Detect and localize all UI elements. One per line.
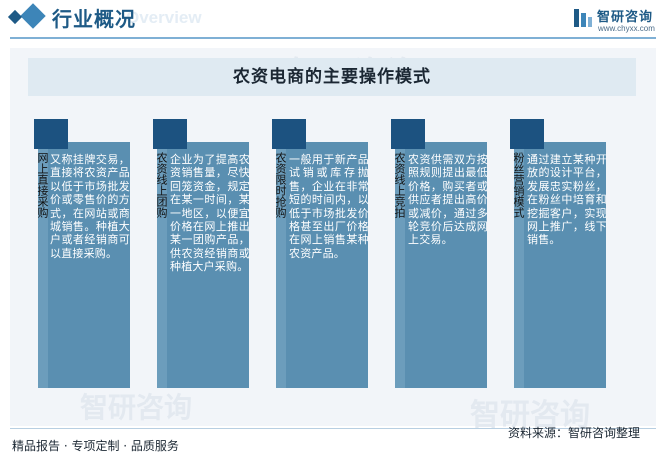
card-label: 网上直接采购 — [36, 152, 49, 218]
header-ghost-text: Overview — [126, 8, 202, 27]
card-text: 企业为了提高农资销售量，尽快回笼资金，规定在某一时间，某一地区，以便宜价格在网上… — [170, 153, 250, 274]
card-tab — [34, 119, 68, 149]
card-label: 农资线上团购 — [155, 152, 168, 218]
card-tab — [272, 119, 306, 149]
card-tab — [153, 119, 187, 149]
card — [524, 142, 606, 388]
brand-url: www.chyxx.com — [598, 24, 655, 33]
card — [48, 142, 130, 388]
card — [286, 142, 368, 388]
header-diamond-icon — [20, 3, 46, 29]
brand-name: 智研咨询 — [597, 10, 654, 25]
card-text: 一般用于新产品试销或库存抛售，企业在非常短的时间内，以低于市场批发价格甚至出厂价… — [289, 153, 369, 260]
card-label: 农资线上竞拍 — [393, 152, 406, 218]
brand-logo-icon — [574, 9, 592, 27]
card — [167, 142, 249, 388]
title-banner — [28, 58, 636, 96]
header-divider — [10, 37, 656, 39]
card-tab — [510, 119, 544, 149]
main-title: 农资电商的主要操作模式 — [233, 67, 431, 87]
card-text: 通过建立某种开放的设计平台，发展忠实粉丝，在粉丝中培育和挖掘客户，实现网上推广，… — [527, 153, 607, 247]
card-label: 粉丝营销模式 — [512, 152, 525, 218]
footer-divider — [10, 428, 656, 429]
card-text: 农资供需双方按照规则提出最低价格，购买者或供应者提出高价或减价，通过多轮竞价后达… — [408, 153, 488, 247]
card-label: 农资限时抢购 — [274, 152, 287, 218]
page-title: 行业概况 — [52, 7, 136, 31]
footer-source: 资料来源：智研咨询整理 — [508, 426, 641, 440]
card-tab — [391, 119, 425, 149]
footer-services: 精品报告 · 专项定制 · 品质服务 — [12, 439, 179, 453]
card-text: 又称挂牌交易，直接将农资产品以低于市场批发价或零售价的方式，在网站或商城销售。种… — [50, 153, 130, 260]
header-diamond-small-icon — [7, 9, 23, 25]
card — [405, 142, 487, 388]
